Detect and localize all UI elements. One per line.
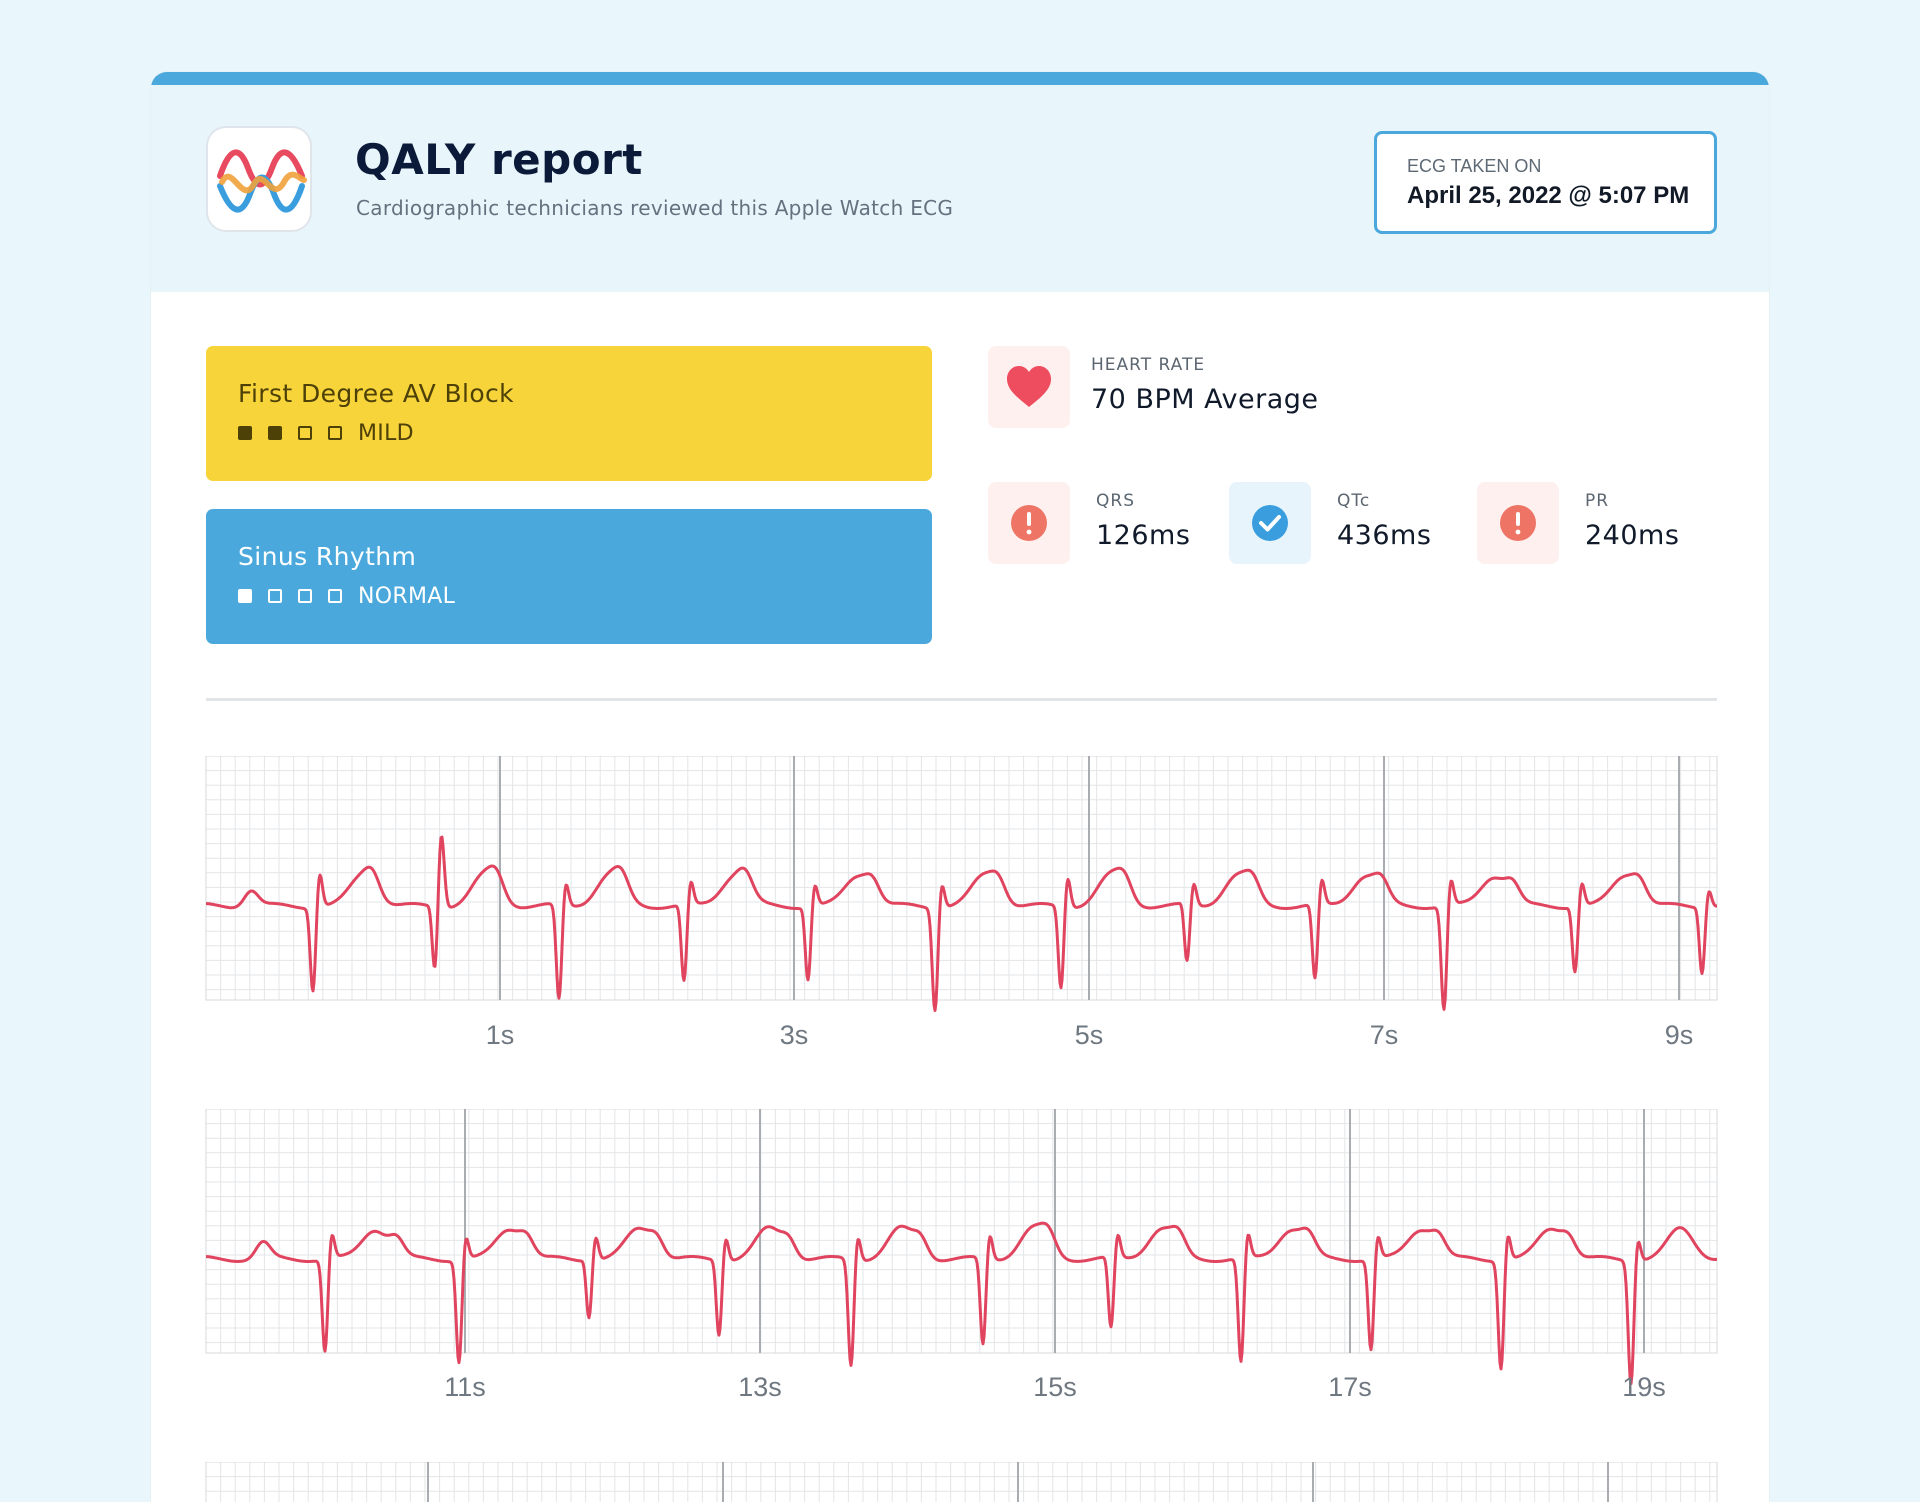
ecg-tick-label: 19s xyxy=(1622,1372,1666,1402)
qtc-status-tile xyxy=(1229,482,1311,564)
pr-value: 240ms xyxy=(1585,520,1680,551)
section-divider xyxy=(206,698,1717,701)
pr-status-tile xyxy=(1477,482,1559,564)
qaly-logo xyxy=(206,126,312,232)
severity-square-filled xyxy=(268,426,282,440)
ecg-minor-gridlines xyxy=(205,1462,1717,1502)
ecg-grid xyxy=(205,756,1718,1001)
severity-square-empty xyxy=(298,589,312,603)
ecg-date-value: April 25, 2022 @ 5:07 PM xyxy=(1407,182,1690,209)
qrs-label: QRS xyxy=(1096,491,1135,511)
severity-square-empty xyxy=(298,426,312,440)
ecg-tick-label: 7s xyxy=(1369,1020,1399,1050)
qtc-label: QTc xyxy=(1337,491,1371,511)
ecg-date-box: ECG TAKEN ON April 25, 2022 @ 5:07 PM xyxy=(1374,131,1717,234)
ecg-grid-border xyxy=(205,1109,1718,1354)
qrs-status-tile xyxy=(988,482,1070,564)
severity-square-empty xyxy=(328,589,342,603)
heart-rate-label: HEART RATE xyxy=(1091,355,1206,375)
ecg-strip-2 xyxy=(205,1109,1718,1386)
heart-rate-value: 70 BPM Average xyxy=(1091,384,1319,415)
severity-square-filled xyxy=(238,589,252,603)
ecg-date-label: ECG TAKEN ON xyxy=(1407,156,1542,176)
finding-sinus-rhythm: Sinus Rhythm NORMAL xyxy=(206,509,932,644)
accent-bar xyxy=(151,72,1769,85)
heart-icon xyxy=(1007,366,1051,407)
ecg-grid xyxy=(205,1109,1718,1354)
alert-icon xyxy=(1500,505,1536,541)
finding-title: Sinus Rhythm xyxy=(238,542,417,571)
ecg-minor-gridlines xyxy=(205,1109,1717,1353)
report-header: QALY report Cardiographic technicians re… xyxy=(151,85,1769,292)
ecg-tick-label: 17s xyxy=(1328,1372,1372,1402)
heart-rate-icon-tile xyxy=(988,346,1070,428)
ecg-tick-label: 13s xyxy=(738,1372,782,1402)
severity-square-empty xyxy=(268,589,282,603)
ecg-tick-label: 11s xyxy=(444,1372,486,1402)
alert-icon xyxy=(1011,505,1047,541)
pr-label: PR xyxy=(1585,491,1610,511)
severity-label: NORMAL xyxy=(358,583,456,609)
ecg-trace-2 xyxy=(205,1221,1718,1386)
check-icon xyxy=(1252,505,1288,541)
ecg-grid xyxy=(205,1462,1718,1502)
ecg-tick-label: 1s xyxy=(485,1020,515,1050)
page-subtitle: Cardiographic technicians reviewed this … xyxy=(356,196,954,220)
severity-indicator: NORMAL xyxy=(238,583,456,609)
qrs-value: 126ms xyxy=(1096,520,1191,551)
ecg-strip-1 xyxy=(205,756,1718,1012)
ecg-tick-label: 3s xyxy=(779,1020,809,1050)
ecg-tick-label: 9s xyxy=(1664,1020,1694,1050)
ecg-trace-1 xyxy=(205,835,1718,1012)
qtc-value: 436ms xyxy=(1337,520,1432,551)
ecg-tick-label: 15s xyxy=(1033,1372,1077,1402)
severity-square-filled xyxy=(238,426,252,440)
report-card: QALY report Cardiographic technicians re… xyxy=(151,72,1769,1502)
severity-square-empty xyxy=(328,426,342,440)
ecg-grid-border xyxy=(205,756,1718,1001)
finding-title: First Degree AV Block xyxy=(238,379,515,408)
ecg-tick-label: 5s xyxy=(1074,1020,1104,1050)
page-title: QALY report xyxy=(355,135,643,184)
severity-label: MILD xyxy=(358,420,414,446)
severity-indicator: MILD xyxy=(238,420,414,446)
ecg-strip-3-partial xyxy=(205,1462,1718,1502)
finding-av-block: First Degree AV Block MILD xyxy=(206,346,932,481)
